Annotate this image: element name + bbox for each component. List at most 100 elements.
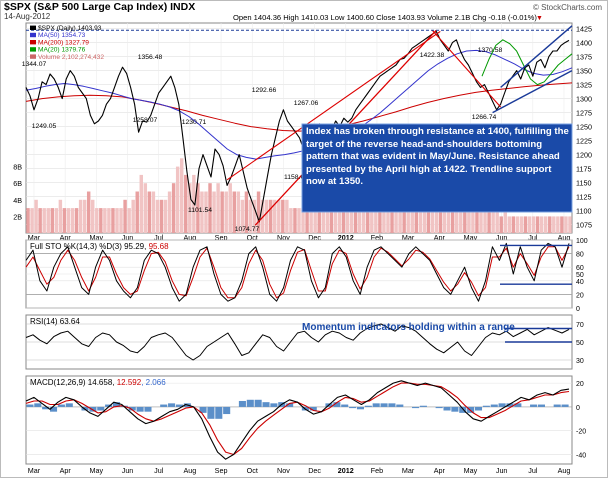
volume-bar <box>268 199 273 233</box>
rsi-label: RSI(14) 63.64 <box>30 317 80 326</box>
macd-histogram-bar <box>380 403 388 407</box>
volume-bar <box>410 208 414 233</box>
macd-panel-frame <box>25 375 573 465</box>
macd-histogram-bar <box>34 403 42 407</box>
volume-bar <box>212 191 216 233</box>
rsi-y-tick-label: 30 <box>576 358 584 365</box>
macd-x-tick-label: Mar <box>402 466 415 475</box>
macd-x-tick-label: Apr <box>434 466 446 475</box>
volume-bar <box>515 216 520 233</box>
volume-bar <box>499 216 503 233</box>
rsi-series <box>25 323 572 361</box>
change-down-icon: ▼ <box>536 15 543 22</box>
volume-bar <box>548 216 552 233</box>
price-point-label: 1249.05 <box>32 123 57 130</box>
volume-bar <box>382 208 386 233</box>
volume-bar <box>200 191 204 233</box>
volume-bar <box>151 191 156 233</box>
volume-bar <box>281 199 285 233</box>
price-x-tick-label: May <box>464 233 478 242</box>
macd-x-tick-label: Oct <box>247 466 258 475</box>
volume-bar <box>252 199 257 233</box>
volume-bar <box>535 216 540 233</box>
volume-bar <box>175 166 180 233</box>
price-x-tick-label: Apr <box>434 233 446 242</box>
volume-bar <box>430 208 435 233</box>
volume-bar <box>507 216 512 233</box>
macd-y-tick-label: 20 <box>576 381 584 388</box>
macd-histogram-bar <box>498 403 506 407</box>
volume-bar <box>353 208 358 233</box>
macd-y-tick-label: -40 <box>576 452 586 459</box>
volume-bar <box>54 208 59 233</box>
volume-bar <box>390 208 394 233</box>
macd-histogram-bar <box>128 406 136 411</box>
macd-y-tick-label: -20 <box>576 429 586 436</box>
volume-bar <box>378 208 382 233</box>
macd-histogram-bar <box>136 406 144 412</box>
volume-bar <box>289 208 293 233</box>
price-x-tick-label: Jun <box>122 233 134 242</box>
sto-y-tick-label: 80 <box>576 252 584 259</box>
volume-bar <box>357 208 362 233</box>
volume-bar <box>329 208 334 233</box>
volume-bar <box>426 208 431 233</box>
quote-line: Open 1404.36 High 1410.03 Low 1400.60 Cl… <box>233 13 537 22</box>
volume-bar <box>361 208 366 233</box>
volume-bar <box>406 208 410 233</box>
volume-bar <box>236 191 241 233</box>
macd-x-ticks: Mar Apr May Jun Jul Aug Sep Oct Nov Dec 2012 Feb Mar… <box>28 466 571 475</box>
sto-y-tick-label: 40 <box>576 279 584 286</box>
ma50-line <box>25 49 573 160</box>
macd-histogram-bar <box>65 403 73 407</box>
macd-histogram-bar <box>451 406 459 412</box>
price-x-tick-label: Aug <box>183 233 196 242</box>
price-x-tick-label: Dec <box>308 233 321 242</box>
volume-bar <box>297 208 301 233</box>
volume-bar <box>208 183 212 233</box>
macd-histogram-bar <box>97 406 105 411</box>
price-x-tick-label: 2012 <box>338 233 354 242</box>
macd-histogram-bar <box>506 403 514 407</box>
macd-histogram-bar <box>42 406 50 410</box>
volume-tick-label: 6B <box>13 179 22 188</box>
volume-bar <box>511 216 516 233</box>
price-point-label: 1074.77 <box>235 226 260 233</box>
volume-bar <box>293 208 297 233</box>
sto-y-tick-label: 100 <box>576 238 588 245</box>
volume-bar <box>374 208 378 233</box>
volume-bar <box>370 208 374 233</box>
macd-x-tick-label: Aug <box>558 466 571 475</box>
macd-histogram-bar <box>215 406 223 419</box>
volume-bar <box>115 208 119 233</box>
volume-bar <box>313 208 317 233</box>
macd-y-tick-label: 0 <box>576 405 580 412</box>
macd-x-tick-label: Jul <box>154 466 164 475</box>
macd-histogram-bar <box>514 403 522 407</box>
volume-bar <box>62 208 67 233</box>
volume-bar <box>107 208 111 233</box>
macd-histogram-bar <box>356 406 364 410</box>
volume-bar <box>220 191 224 233</box>
macd-x-tick-label: Jun <box>122 466 134 475</box>
macd-histogram-bar <box>50 406 58 412</box>
volume-bar <box>459 208 463 233</box>
macd-histogram-bar <box>388 403 396 407</box>
volume-bar <box>147 191 152 233</box>
volume-bar <box>467 208 471 233</box>
volume-bar <box>564 216 568 233</box>
price-y-tick-label: 1250 <box>576 123 592 132</box>
price-y-ticks: 1425 1400 1375 1350 1325 1300 1275 1250 1225 1200… <box>576 25 592 230</box>
volume-bar <box>159 199 164 233</box>
macd-histogram-bar <box>26 404 34 407</box>
macd-histogram-bar <box>482 405 490 407</box>
volume-bar <box>50 208 55 233</box>
channel-upper-line <box>500 25 573 88</box>
sto-y-tick-label: 60 <box>576 265 584 272</box>
price-x-tick-label: May <box>90 233 104 242</box>
price-x-tick-label: Oct <box>247 233 258 242</box>
price-y-tick-label: 1125 <box>576 193 591 202</box>
